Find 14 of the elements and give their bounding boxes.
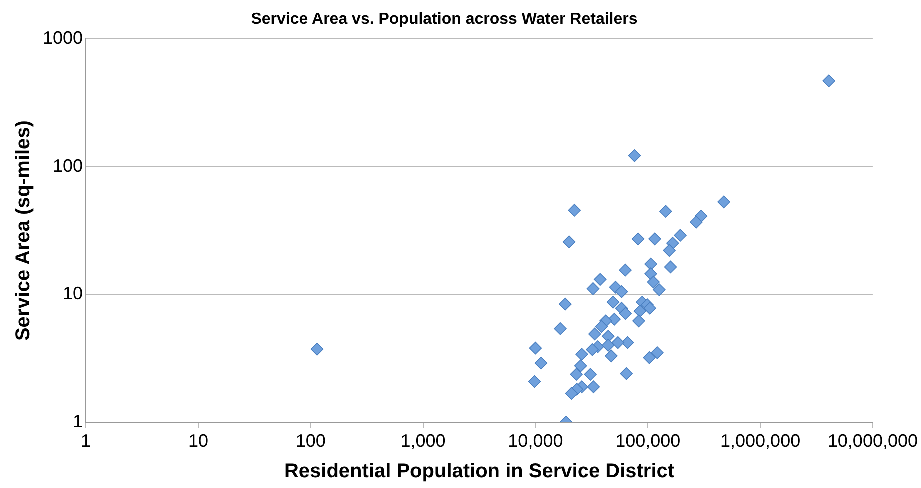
x-tick-label: 100 [296,431,326,452]
x-tick-label: 10 [188,431,208,452]
x-tick-label: 10,000 [508,431,564,452]
y-tick-label: 1000 [42,28,84,48]
x-axis-title: Residential Population in Service District [284,460,675,483]
chart-title: Service Area vs. Population across Water Retailers [251,11,638,28]
y-tick-label: 100 [52,156,84,176]
x-tick-label: 1,000 [400,431,446,452]
y-tick-label: 10 [63,284,84,304]
x-tick-label: 100,000 [616,431,681,452]
y-tick-label: 1 [73,411,84,432]
x-tick-label: 10,000,000 [828,431,918,452]
y-axis-title: Service Area (sq-miles) [12,120,35,342]
x-tick-label: 1,000,000 [720,431,801,452]
